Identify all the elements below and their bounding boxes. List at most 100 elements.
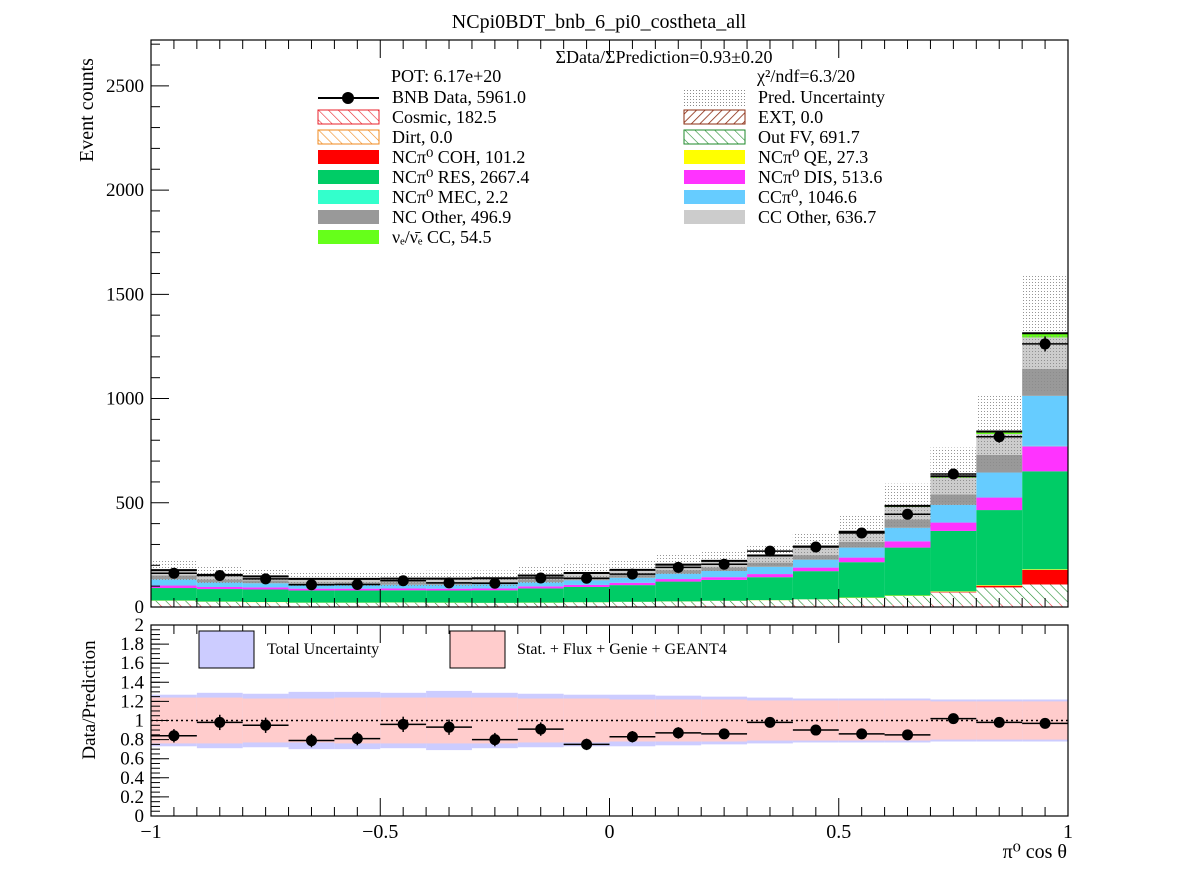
legend-entry-14: νₑ/ν̄ₑ CC, 54.5 bbox=[318, 227, 492, 247]
bar-4-bin-2 bbox=[242, 589, 289, 602]
data-point-7 bbox=[489, 577, 501, 589]
bar-5-bin-0 bbox=[151, 585, 197, 589]
legend-label-2: Cosmic, 182.5 bbox=[392, 107, 497, 127]
ratio-point-0 bbox=[168, 730, 180, 742]
data-point-1 bbox=[214, 570, 226, 582]
bar-5-bin-2 bbox=[242, 587, 289, 590]
bar-5-bin-7 bbox=[471, 588, 518, 591]
bar-5-bin-15 bbox=[838, 557, 885, 563]
bar-4-bin-1 bbox=[196, 589, 243, 602]
bottom-y-tick-label-0: 0 bbox=[135, 806, 145, 827]
bar-1-bin-19 bbox=[1022, 584, 1068, 604]
bottom-y-tick-label-5: 1 bbox=[135, 711, 145, 732]
bar-4-bin-17 bbox=[930, 530, 977, 592]
legend-entry-6: NCπ⁰ COH, 101.2 bbox=[318, 147, 525, 167]
legend-swatch bbox=[317, 129, 380, 145]
legend-swatch bbox=[318, 150, 379, 164]
ratio-points bbox=[151, 713, 1068, 751]
bar-4-bin-6 bbox=[426, 590, 472, 603]
legend-label-7: NCπ⁰ QE, 27.3 bbox=[758, 147, 868, 167]
top-y-tick-label-1: 500 bbox=[116, 493, 145, 514]
bar-4-bin-5 bbox=[380, 590, 427, 603]
top-y-tick-label-0: 0 bbox=[135, 597, 145, 618]
bar-5-bin-1 bbox=[196, 586, 243, 590]
bottom-y-tick-label-8: 1.6 bbox=[120, 653, 144, 674]
bar-5-bin-19 bbox=[1022, 446, 1068, 472]
bar-5-bin-6 bbox=[426, 588, 472, 591]
data-point-12 bbox=[718, 558, 730, 570]
bar-4-bin-3 bbox=[288, 590, 335, 603]
legend-entry-11: CCπ⁰, 1046.6 bbox=[684, 187, 857, 207]
legend-entry-8: NCπ⁰ RES, 2667.4 bbox=[318, 167, 529, 187]
bar-2-bin-19 bbox=[1022, 569, 1068, 585]
bar-7-bin-5 bbox=[380, 584, 427, 589]
ratio-point-16 bbox=[902, 729, 914, 741]
legend-entry-2: Cosmic, 182.5 bbox=[317, 107, 497, 127]
bar-7-bin-2 bbox=[242, 583, 289, 588]
legend-swatch bbox=[684, 150, 745, 164]
legend-label-0: BNB Data, 5961.0 bbox=[392, 87, 526, 107]
bottom-y-tick-label-6: 1.2 bbox=[120, 691, 144, 712]
data-point-16 bbox=[902, 508, 914, 520]
legend-entry-9: NCπ⁰ DIS, 513.6 bbox=[684, 167, 882, 187]
legend-swatch bbox=[318, 230, 379, 244]
data-point-15 bbox=[856, 527, 868, 539]
bar-4-bin-11 bbox=[655, 581, 702, 602]
top-panel: 0 500 1000 1500 2000 2500 Event counts ΣData/… bbox=[76, 39, 1069, 618]
legend-entry-13: CC Other, 636.7 bbox=[684, 207, 876, 227]
ratio-point-1 bbox=[214, 716, 226, 728]
bar-1-bin-18 bbox=[976, 587, 1023, 605]
bottom-panel: 00.20.40.60.811.21.41.61.82−1 −0.5 0 0.5 1 D… bbox=[79, 615, 1073, 863]
bottom-y-tick-label-1: 0.2 bbox=[120, 787, 144, 808]
data-point-13 bbox=[764, 545, 776, 557]
legend-swatch bbox=[684, 190, 745, 204]
legend-entry-3: EXT, 0.0 bbox=[683, 107, 823, 127]
bar-7-bin-16 bbox=[884, 527, 931, 542]
legend-data-marker bbox=[342, 92, 354, 104]
legend-label-9: NCπ⁰ DIS, 513.6 bbox=[758, 167, 882, 187]
legend-entry-7: NCπ⁰ QE, 27.3 bbox=[684, 147, 868, 167]
legend-swatch bbox=[318, 210, 379, 224]
bar-4-bin-16 bbox=[884, 547, 931, 596]
bar-5-bin-8 bbox=[517, 586, 564, 589]
bar-7-bin-18 bbox=[976, 472, 1023, 498]
legend-label-12: NC Other, 496.9 bbox=[392, 207, 511, 227]
x-tick-label-4: 1 bbox=[1063, 821, 1073, 843]
bar-5-bin-5 bbox=[380, 588, 427, 591]
bottom-y-tick-label-3: 0.6 bbox=[120, 749, 144, 770]
bottom-y-tick-label-7: 1.4 bbox=[120, 672, 144, 693]
data-prediction-ratio-text: ΣData/ΣPrediction=0.93±0.20 bbox=[556, 47, 773, 67]
chi2-text: χ²/ndf=6.3/20 bbox=[756, 66, 855, 86]
ratio-point-15 bbox=[856, 728, 868, 740]
data-point-0 bbox=[168, 567, 180, 579]
bar-4-bin-0 bbox=[151, 588, 197, 601]
bottom-y-tick-label-10: 2 bbox=[135, 615, 145, 636]
bar-4-bin-8 bbox=[517, 588, 564, 603]
total-uncertainty-legend-swatch bbox=[198, 630, 255, 669]
legend-swatch bbox=[684, 170, 745, 184]
data-point-8 bbox=[535, 572, 547, 584]
bar-3-bin-19 bbox=[1022, 569, 1068, 570]
data-point-14 bbox=[810, 541, 822, 553]
bar-5-bin-16 bbox=[884, 541, 931, 548]
chart-title: NCpi0BDT_bnb_6_pi0_costheta_all bbox=[452, 11, 747, 33]
bar-4-bin-18 bbox=[976, 510, 1023, 586]
legend-swatch bbox=[318, 170, 379, 184]
bar-7-bin-10 bbox=[609, 577, 656, 583]
bottom-y-tick-label-4: 0.8 bbox=[120, 730, 144, 751]
legend-label-8: NCπ⁰ RES, 2667.4 bbox=[392, 167, 529, 187]
bar-7-bin-14 bbox=[792, 559, 839, 568]
bar-3-bin-18 bbox=[976, 585, 1023, 586]
legend-swatch bbox=[317, 109, 380, 125]
bar-2-bin-17 bbox=[930, 591, 977, 593]
stat-uncertainty-legend-label: Stat. + Flux + Genie + GEANT4 bbox=[517, 641, 727, 658]
bar-7-bin-13 bbox=[747, 566, 793, 575]
x-tick-label-2: 0 bbox=[605, 821, 615, 843]
bar-5-bin-10 bbox=[609, 582, 656, 586]
bar-7-bin-11 bbox=[655, 573, 702, 580]
data-point-3 bbox=[305, 579, 317, 591]
legend-label-6: NCπ⁰ COH, 101.2 bbox=[392, 147, 525, 167]
data-point-19 bbox=[1039, 338, 1051, 350]
bar-4-bin-4 bbox=[334, 590, 381, 603]
bar-5-bin-9 bbox=[563, 584, 610, 587]
